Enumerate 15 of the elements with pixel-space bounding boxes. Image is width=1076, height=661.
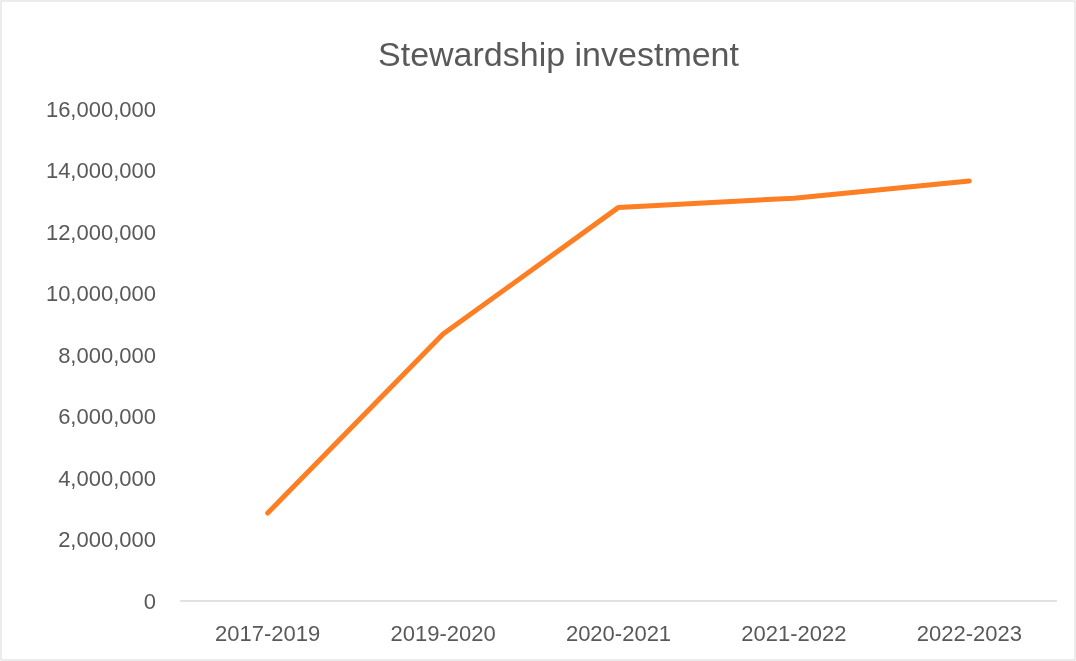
y-tick-label: 6,000,000 xyxy=(58,404,156,430)
x-tick-label: 2017-2019 xyxy=(215,621,321,646)
x-tick-label: 2020-2021 xyxy=(565,621,672,646)
y-tick-label: 2,000,000 xyxy=(58,527,156,553)
y-tick-label: 0 xyxy=(143,588,156,614)
x-tick-label: 2019-2020 xyxy=(390,621,496,646)
x-tick-label: 2022-2023 xyxy=(916,621,1022,646)
y-tick-label: 4,000,000 xyxy=(58,465,156,491)
y-tick-label: 10,000,000 xyxy=(45,281,156,307)
y-tick-label: 12,000,000 xyxy=(45,219,156,245)
x-tick-label: 2021-2022 xyxy=(741,621,847,646)
y-tick-label: 16,000,000 xyxy=(45,96,156,122)
chart-title: Stewardship investment xyxy=(378,35,740,73)
y-tick-label: 14,000,000 xyxy=(45,158,156,184)
y-tick-label: 8,000,000 xyxy=(58,342,156,368)
